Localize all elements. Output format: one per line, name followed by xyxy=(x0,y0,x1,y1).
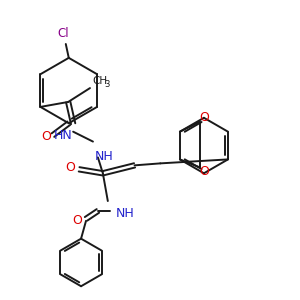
Text: 3: 3 xyxy=(104,80,109,89)
Text: O: O xyxy=(200,111,210,124)
Text: O: O xyxy=(72,214,82,227)
Text: HN: HN xyxy=(54,129,73,142)
Text: NH: NH xyxy=(95,149,114,163)
Text: NH: NH xyxy=(116,207,134,220)
Text: O: O xyxy=(65,161,75,174)
Text: O: O xyxy=(41,130,51,142)
Text: O: O xyxy=(200,165,210,178)
Text: Cl: Cl xyxy=(57,27,69,40)
Text: CH: CH xyxy=(92,76,107,86)
